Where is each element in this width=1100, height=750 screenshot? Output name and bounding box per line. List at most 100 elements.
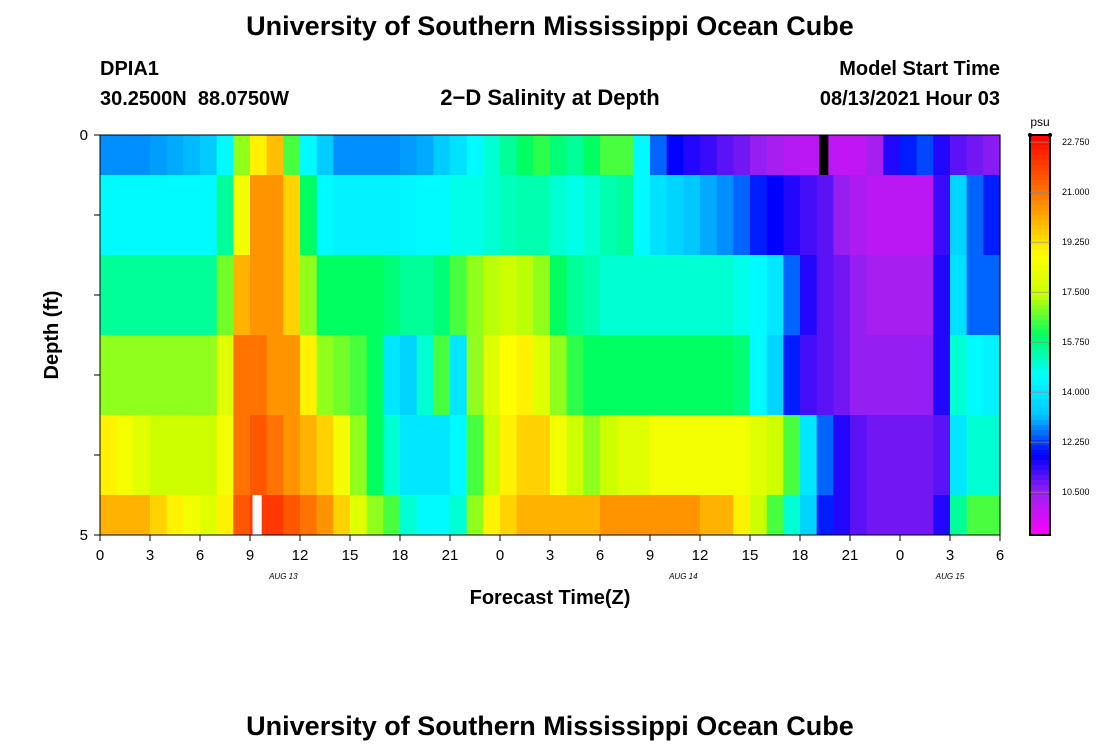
colorbar-swatch [1030, 475, 1050, 481]
heatmap-cell [933, 255, 951, 335]
colorbar-swatch [1030, 335, 1050, 341]
heatmap-cell [950, 135, 968, 175]
heatmap-cell [300, 255, 318, 335]
heatmap-cell [483, 135, 501, 175]
heatmap-cell [766, 335, 784, 415]
colorbar-swatch [1030, 280, 1050, 286]
heatmap-cell [100, 255, 118, 335]
page-title: University of Southern Mississippi Ocean… [246, 11, 854, 41]
heatmap-cell [366, 335, 384, 415]
heatmap-cell [266, 415, 284, 495]
y-axis-label: Depth (ft) [41, 291, 63, 380]
model-start-time: 08/13/2021 Hour 03 [820, 88, 1000, 110]
colorbar-swatch [1030, 205, 1050, 211]
heatmap-cell [916, 335, 934, 415]
heatmap-cell [533, 335, 551, 415]
heatmap-cell [916, 135, 934, 175]
heatmap-cell [550, 415, 568, 495]
colorbar-swatch [1030, 385, 1050, 391]
day-label: AUG 14 [668, 572, 698, 581]
heatmap-cell [516, 175, 534, 255]
heatmap-cell [633, 255, 651, 335]
colorbar-swatch [1030, 435, 1050, 441]
x-tick-label: 18 [392, 547, 409, 564]
heatmap-cell [300, 495, 318, 535]
heatmap-cell [300, 415, 318, 495]
colorbar-swatch [1030, 160, 1050, 166]
heatmap-cell [483, 255, 501, 335]
heatmap-cell [516, 335, 534, 415]
heatmap-cell [683, 255, 701, 335]
heatmap-cell [383, 255, 401, 335]
heatmap-cell [266, 175, 284, 255]
heatmap-cell [983, 135, 1001, 175]
colorbar-swatch [1030, 360, 1050, 366]
heatmap-cell [116, 415, 134, 495]
heatmap-cell [416, 335, 434, 415]
heatmap-cell [316, 175, 334, 255]
heatmap-cell [850, 135, 868, 175]
x-tick-label: 3 [146, 547, 154, 564]
heatmap-cell [250, 135, 268, 175]
heatmap-cell [766, 495, 784, 535]
colorbar-swatch [1030, 350, 1050, 356]
heatmap-cell [150, 495, 168, 535]
colorbar-swatch [1030, 455, 1050, 461]
heatmap-cell [616, 175, 634, 255]
heatmap-cell [833, 135, 851, 175]
heatmap-cell [816, 175, 834, 255]
heatmap-cell [216, 415, 234, 495]
heatmap-cell [750, 495, 768, 535]
heatmap-cell [800, 135, 818, 175]
heatmap-cell [383, 135, 401, 175]
heatmap-cell [150, 175, 168, 255]
colorbar-tick-label: 12.250 [1062, 437, 1090, 447]
heatmap-cell [533, 135, 551, 175]
heatmap-cell [766, 415, 784, 495]
colorbar-swatch [1030, 145, 1050, 151]
heatmap-cell [400, 255, 418, 335]
heatmap-cell [100, 135, 118, 175]
heatmap-cell [116, 135, 134, 175]
heatmap-cell [533, 495, 551, 535]
heatmap-cell [466, 415, 484, 495]
colorbar-swatch [1030, 405, 1050, 411]
colorbar-swatch [1030, 425, 1050, 431]
heatmap-cell [733, 495, 751, 535]
colorbar-swatch [1030, 450, 1050, 456]
heatmap-cell [433, 415, 451, 495]
footer-title: University of Southern Mississippi Ocean… [246, 711, 854, 741]
heatmap-cell [750, 135, 768, 175]
x-tick-label: 12 [692, 547, 709, 564]
heatmap-cell [650, 415, 668, 495]
heatmap-cell [500, 335, 518, 415]
colorbar-swatch [1030, 530, 1050, 536]
marker-bar [252, 495, 262, 535]
heatmap-cell [383, 175, 401, 255]
heatmap-cell [500, 255, 518, 335]
heatmap-cell [516, 415, 534, 495]
heatmap-cell [750, 415, 768, 495]
heatmap-cell [850, 335, 868, 415]
heatmap-cell [933, 495, 951, 535]
chart-title: 2−D Salinity at Depth [440, 85, 659, 110]
heatmap-cell [816, 495, 834, 535]
colorbar-swatch [1030, 185, 1050, 191]
heatmap-cell [350, 175, 368, 255]
colorbar-swatch [1030, 460, 1050, 466]
colorbar-swatch [1030, 375, 1050, 381]
heatmap-cell [183, 335, 201, 415]
x-tick-label: 18 [792, 547, 809, 564]
colorbar-tick-label: 22.750 [1062, 137, 1090, 147]
heatmap-cell [833, 415, 851, 495]
model-start-label: Model Start Time [839, 58, 1000, 80]
heatmap-cell [150, 415, 168, 495]
station-coords: 30.2500N 88.0750W [100, 88, 289, 110]
heatmap-cell [866, 335, 884, 415]
x-tick-label: 6 [996, 547, 1004, 564]
colorbar-swatch [1030, 395, 1050, 401]
heatmap-cell [833, 255, 851, 335]
heatmap-cell [216, 135, 234, 175]
heatmap-cell [600, 335, 618, 415]
heatmap-cell [600, 415, 618, 495]
